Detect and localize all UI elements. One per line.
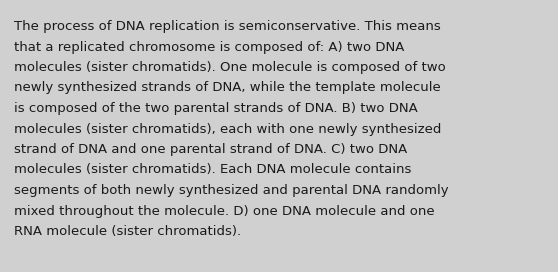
Text: molecules (sister chromatids), each with one newly synthesized: molecules (sister chromatids), each with… — [14, 122, 441, 135]
Text: that a replicated chromosome is composed of: A) two DNA: that a replicated chromosome is composed… — [14, 41, 405, 54]
Text: newly synthesized strands of DNA, while the template molecule: newly synthesized strands of DNA, while … — [14, 82, 441, 94]
Text: strand of DNA and one parental strand of DNA. C) two DNA: strand of DNA and one parental strand of… — [14, 143, 407, 156]
Text: molecules (sister chromatids). Each DNA molecule contains: molecules (sister chromatids). Each DNA … — [14, 163, 411, 177]
Text: mixed throughout the molecule. D) one DNA molecule and one: mixed throughout the molecule. D) one DN… — [14, 205, 435, 218]
Text: is composed of the two parental strands of DNA. B) two DNA: is composed of the two parental strands … — [14, 102, 418, 115]
Text: molecules (sister chromatids). One molecule is composed of two: molecules (sister chromatids). One molec… — [14, 61, 446, 74]
Text: The process of DNA replication is semiconservative. This means: The process of DNA replication is semico… — [14, 20, 441, 33]
Text: RNA molecule (sister chromatids).: RNA molecule (sister chromatids). — [14, 225, 241, 238]
Text: segments of both newly synthesized and parental DNA randomly: segments of both newly synthesized and p… — [14, 184, 449, 197]
